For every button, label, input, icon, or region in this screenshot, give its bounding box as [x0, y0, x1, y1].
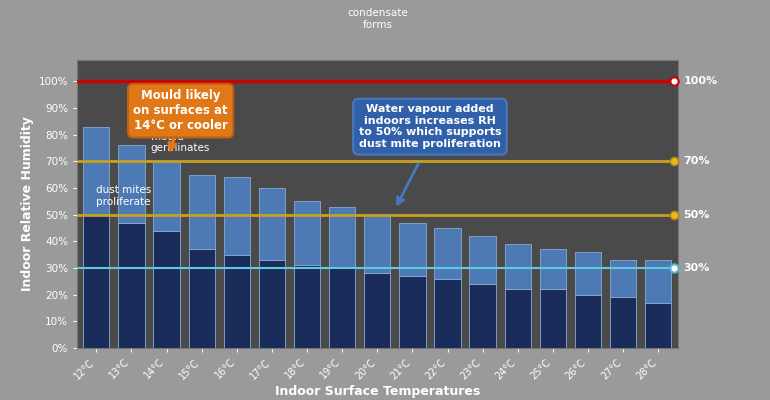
Bar — [400, 276, 426, 348]
Bar — [400, 223, 426, 276]
Bar — [223, 177, 250, 255]
Text: dust mites
proliferate: dust mites proliferate — [96, 185, 152, 207]
Text: 30%: 30% — [684, 263, 710, 273]
Bar — [540, 249, 566, 289]
Bar — [259, 188, 285, 260]
Bar — [434, 279, 460, 348]
Bar — [223, 255, 250, 348]
Bar — [470, 236, 496, 284]
Bar — [540, 289, 566, 348]
Bar — [434, 228, 460, 279]
Bar — [294, 201, 320, 265]
Bar — [189, 175, 215, 249]
Text: 70%: 70% — [684, 156, 710, 166]
X-axis label: Indoor Surface Temperatures: Indoor Surface Temperatures — [275, 385, 480, 398]
Bar — [83, 215, 109, 348]
Bar — [470, 284, 496, 348]
Text: 100%: 100% — [684, 76, 718, 86]
Bar — [645, 260, 671, 303]
Bar — [645, 303, 671, 348]
Bar — [119, 145, 145, 223]
Text: mould
germinates: mould germinates — [151, 132, 210, 153]
Bar — [610, 297, 636, 348]
Bar — [504, 289, 531, 348]
Text: 50%: 50% — [684, 210, 710, 220]
Bar — [153, 231, 179, 348]
Text: Mould likely
on surfaces at
14°C or cooler: Mould likely on surfaces at 14°C or cool… — [133, 89, 228, 132]
Bar — [364, 215, 390, 273]
Bar — [364, 273, 390, 348]
Bar — [119, 223, 145, 348]
Text: condensate
forms: condensate forms — [347, 8, 407, 30]
Y-axis label: Indoor Relative Humidity: Indoor Relative Humidity — [22, 116, 35, 292]
Bar — [259, 260, 285, 348]
Bar — [329, 207, 355, 268]
Bar — [83, 127, 109, 215]
Text: Water vapour added
indoors increases RH
to 50% which supports
dust mite prolifer: Water vapour added indoors increases RH … — [359, 104, 501, 149]
Bar — [189, 249, 215, 348]
Bar — [575, 252, 601, 295]
Bar — [610, 260, 636, 297]
Bar — [153, 161, 179, 231]
Bar — [504, 244, 531, 289]
Bar — [294, 265, 320, 348]
Bar — [329, 268, 355, 348]
Bar — [575, 295, 601, 348]
